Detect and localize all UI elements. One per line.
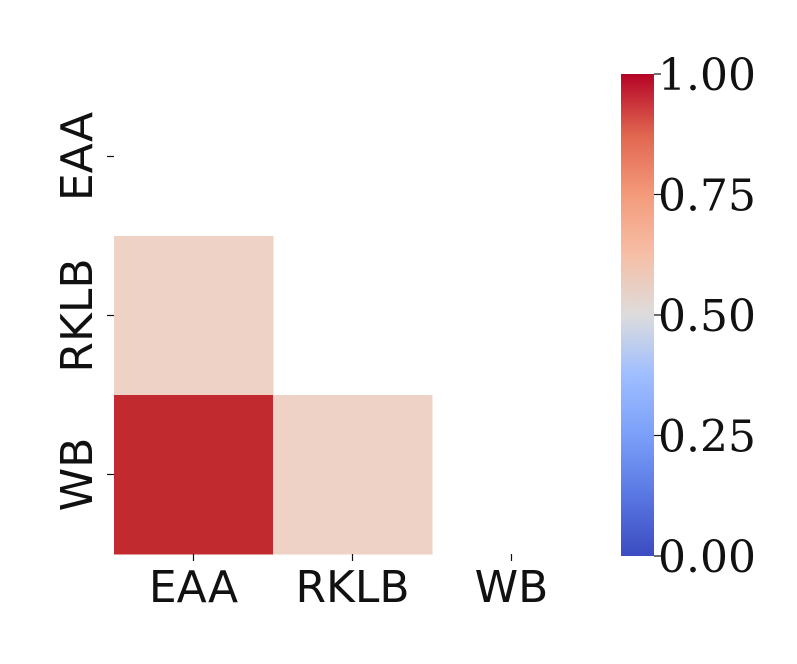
colorbar-tick-label: 0.25: [658, 412, 756, 463]
heatmap-cells: [114, 236, 433, 555]
colorbar-tick-label: 0.00: [658, 532, 756, 583]
y-tick-label: RKLB: [52, 258, 103, 372]
y-axis: EAA RKLB WB: [52, 112, 114, 511]
y-tick-label: EAA: [52, 112, 103, 201]
x-tick-label: RKLB: [295, 562, 409, 613]
heatmap-cell-eaa-wb: [114, 395, 274, 555]
colorbar-axis: 0.00 0.25 0.50 0.75 1.00: [654, 50, 756, 583]
colorbar-tick-label: 1.00: [658, 50, 756, 101]
heatmap-cell-rklb-wb: [273, 395, 433, 555]
colorbar-tick-label: 0.75: [658, 171, 756, 222]
y-tick-label: WB: [52, 438, 103, 512]
heatmap-cell-eaa-rklb: [114, 236, 274, 396]
x-axis: EAA RKLB WB: [149, 554, 548, 613]
x-tick-label: EAA: [149, 562, 238, 613]
colorbar-tick-label: 0.50: [658, 291, 756, 342]
x-tick-label: WB: [475, 562, 549, 613]
colorbar: [621, 74, 654, 556]
